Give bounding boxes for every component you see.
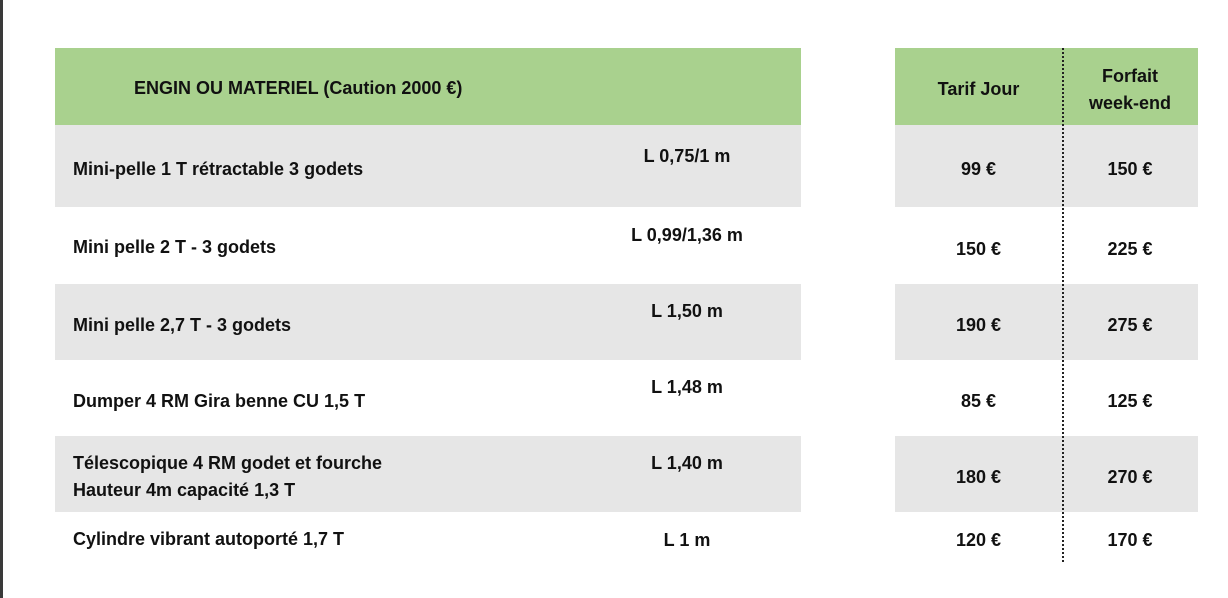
day-rate-header: Tarif Jour	[937, 79, 1020, 99]
equipment-size: L 1,50 m	[651, 301, 723, 321]
day-rate-value: 150 €	[955, 239, 1002, 259]
equipment-name-line2: Hauteur 4m capacité 1,3 T	[73, 480, 296, 500]
table-row: 190 € 275 €	[895, 284, 1198, 360]
day-rate-value: 99 €	[960, 159, 997, 179]
table-row: 150 € 225 €	[895, 207, 1198, 284]
equipment-size: L 1 m	[663, 530, 711, 550]
equipment-size: L 0,75/1 m	[643, 146, 731, 166]
equipment-name: Dumper 4 RM Gira benne CU 1,5 T	[73, 391, 366, 411]
weekend-header-line2: week-end	[1088, 93, 1172, 113]
table-row: 99 € 150 €	[895, 125, 1198, 207]
weekend-rate-value: 170 €	[1107, 530, 1153, 550]
table-row: 120 € 170 €	[895, 512, 1198, 562]
price-header-row: Tarif Jour Forfait week-end	[895, 48, 1198, 125]
equipment-size: L 1,40 m	[651, 453, 723, 473]
table-row: Cylindre vibrant autoporté 1,7 T L 1 m	[55, 512, 801, 562]
day-rate-value: 180 €	[955, 467, 1002, 487]
equipment-name: Télescopique 4 RM godet et fourche	[73, 453, 383, 473]
equipment-name: Cylindre vibrant autoporté 1,7 T	[73, 529, 345, 549]
equipment-name: Mini pelle 2 T - 3 godets	[73, 237, 277, 257]
day-rate-value: 85 €	[960, 391, 997, 411]
table-row: Mini pelle 2,7 T - 3 godets L 1,50 m	[55, 284, 801, 360]
equipment-name: Mini pelle 2,7 T - 3 godets	[73, 315, 292, 335]
equipment-table: ENGIN OU MATERIEL (Caution 2000 €) Mini-…	[55, 48, 801, 562]
equipment-header-title: ENGIN OU MATERIEL (Caution 2000 €)	[134, 78, 463, 98]
table-row: 180 € 270 €	[895, 436, 1198, 512]
equipment-size: L 1,48 m	[651, 377, 723, 397]
weekend-header-line1: Forfait	[1102, 66, 1158, 86]
day-rate-value: 190 €	[955, 315, 1002, 335]
weekend-rate-value: 125 €	[1107, 391, 1153, 411]
table-row: Dumper 4 RM Gira benne CU 1,5 T L 1,48 m	[55, 360, 801, 436]
equipment-name: Mini-pelle 1 T rétractable 3 godets	[73, 159, 364, 179]
table-row: Télescopique 4 RM godet et fourche Haute…	[55, 436, 801, 512]
weekend-rate-value: 275 €	[1107, 315, 1153, 335]
equipment-header-row: ENGIN OU MATERIEL (Caution 2000 €)	[55, 48, 801, 125]
weekend-rate-value: 270 €	[1107, 467, 1153, 487]
price-table: Tarif Jour Forfait week-end 99 € 150 € 1…	[895, 48, 1198, 562]
left-border-line	[0, 0, 3, 598]
equipment-size: L 0,99/1,36 m	[631, 225, 743, 245]
day-rate-value: 120 €	[955, 530, 1002, 550]
table-row: Mini-pelle 1 T rétractable 3 godets L 0,…	[55, 125, 801, 207]
table-row: 85 € 125 €	[895, 360, 1198, 436]
weekend-rate-value: 150 €	[1107, 159, 1153, 179]
table-row: Mini pelle 2 T - 3 godets L 0,99/1,36 m	[55, 207, 801, 284]
weekend-rate-value: 225 €	[1107, 239, 1153, 259]
column-divider-dotted	[1062, 48, 1064, 562]
